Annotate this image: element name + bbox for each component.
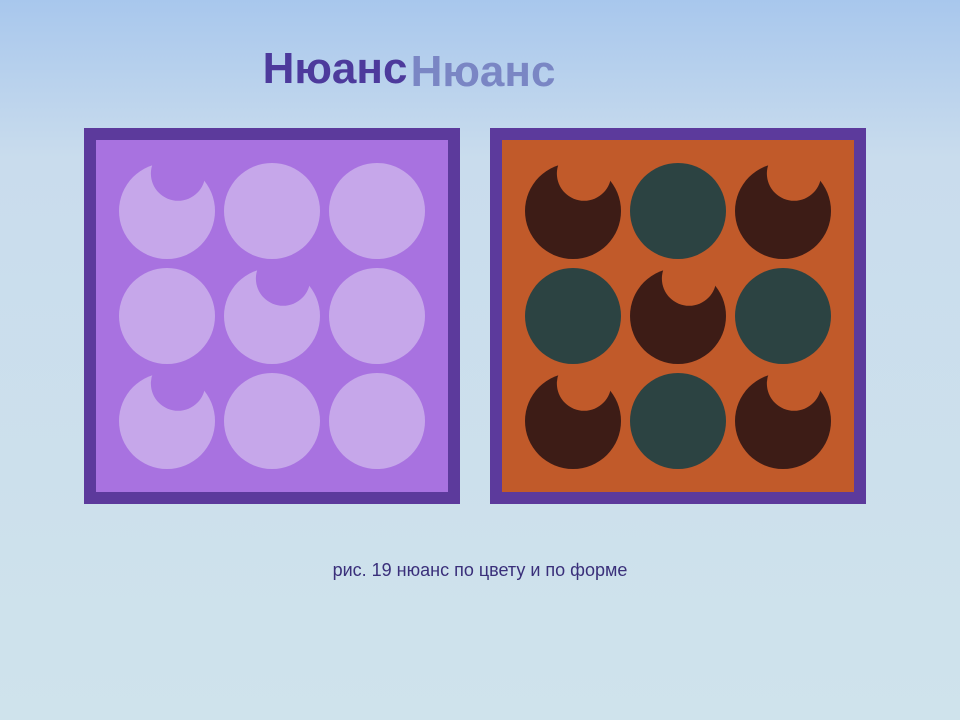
crescent-icon: [630, 268, 726, 364]
panel-grid: [520, 158, 836, 474]
circle-icon: [224, 163, 320, 259]
grid-cell: [219, 263, 324, 368]
crescent-icon: [525, 163, 621, 259]
grid-cell: [325, 263, 430, 368]
circle-icon: [735, 268, 831, 364]
figure-caption: рис. 19 нюанс по цвету и по форме: [0, 560, 960, 581]
circle-icon: [525, 268, 621, 364]
grid-cell: [219, 369, 324, 474]
circle-icon: [329, 268, 425, 364]
grid-cell: [114, 369, 219, 474]
grid-cell: [520, 263, 625, 368]
grid-cell: [114, 263, 219, 368]
title-wrap: Нюанс Нюанс: [0, 44, 960, 98]
crescent-icon: [119, 163, 215, 259]
panels-row: [84, 128, 866, 504]
crescent-icon: [525, 373, 621, 469]
grid-cell: [731, 263, 836, 368]
panel-left: [84, 128, 460, 504]
crescent-icon: [119, 373, 215, 469]
crescent-icon: [735, 373, 831, 469]
crescent-icon: [224, 268, 320, 364]
slide-title: Нюанс: [263, 44, 408, 94]
grid-cell: [520, 369, 625, 474]
circle-icon: [329, 373, 425, 469]
panel-right: [490, 128, 866, 504]
grid-cell: [325, 158, 430, 263]
crescent-icon: [735, 163, 831, 259]
circle-icon: [119, 268, 215, 364]
panel-grid: [114, 158, 430, 474]
grid-cell: [731, 369, 836, 474]
grid-cell: [219, 158, 324, 263]
grid-cell: [325, 369, 430, 474]
grid-cell: [625, 369, 730, 474]
grid-cell: [625, 158, 730, 263]
slide-stage: Нюанс Нюанс рис. 19 нюанс по цвету и по …: [0, 0, 960, 720]
grid-cell: [625, 263, 730, 368]
circle-icon: [630, 163, 726, 259]
title-shadow: Нюанс: [411, 47, 556, 97]
circle-icon: [224, 373, 320, 469]
grid-cell: [114, 158, 219, 263]
grid-cell: [520, 158, 625, 263]
circle-icon: [630, 373, 726, 469]
grid-cell: [731, 158, 836, 263]
circle-icon: [329, 163, 425, 259]
